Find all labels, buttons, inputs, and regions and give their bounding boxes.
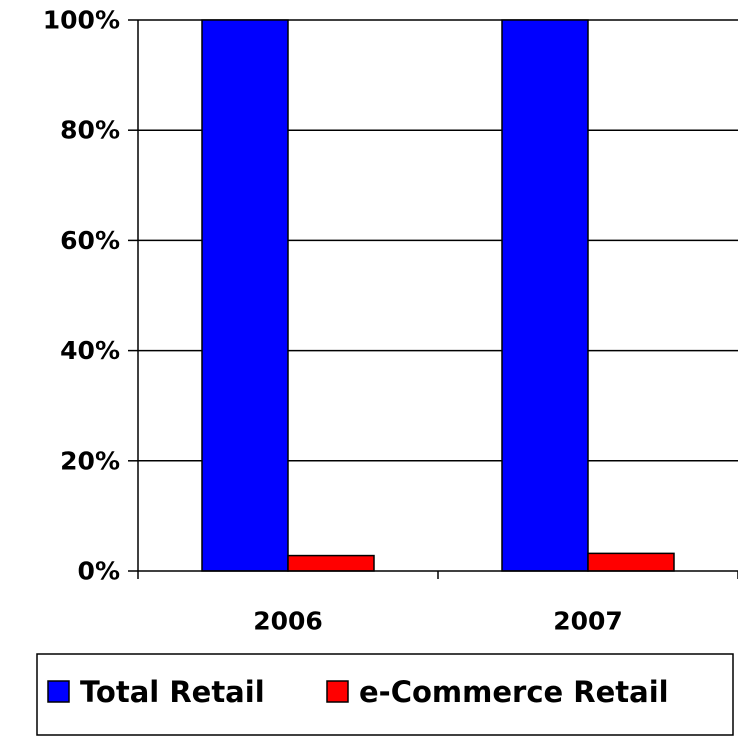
bar-e-commerce-retail-2007 — [587, 552, 675, 572]
legend-label: e-Commerce Retail — [359, 675, 669, 709]
legend-box — [36, 653, 734, 736]
axis-ticks — [128, 19, 738, 579]
legend-label: Total Retail — [80, 675, 265, 709]
legend: Total Retail e-Commerce Retail — [36, 653, 734, 736]
bars — [201, 19, 675, 572]
y-tick-label: 20% — [60, 446, 120, 475]
axes — [137, 20, 738, 572]
y-tick-label: 0% — [78, 557, 120, 586]
y-tick-label: 80% — [60, 116, 120, 145]
x-tick-label: 2006 — [253, 607, 323, 636]
y-tick-label: 100% — [43, 6, 120, 35]
y-tick-label: 60% — [60, 226, 120, 255]
bar-total-retail-2007 — [501, 19, 589, 572]
bar-e-commerce-retail-2006 — [287, 554, 375, 572]
legend-swatch — [47, 680, 70, 703]
x-axis-tick-labels: 2006 2007 — [253, 607, 623, 636]
y-axis-tick-labels: 0% 20% 40% 60% 80% 100% — [43, 6, 120, 586]
legend-swatch — [326, 680, 349, 703]
y-tick-label: 40% — [60, 336, 120, 365]
x-tick-label: 2007 — [553, 607, 623, 636]
bar-total-retail-2006 — [201, 19, 289, 572]
